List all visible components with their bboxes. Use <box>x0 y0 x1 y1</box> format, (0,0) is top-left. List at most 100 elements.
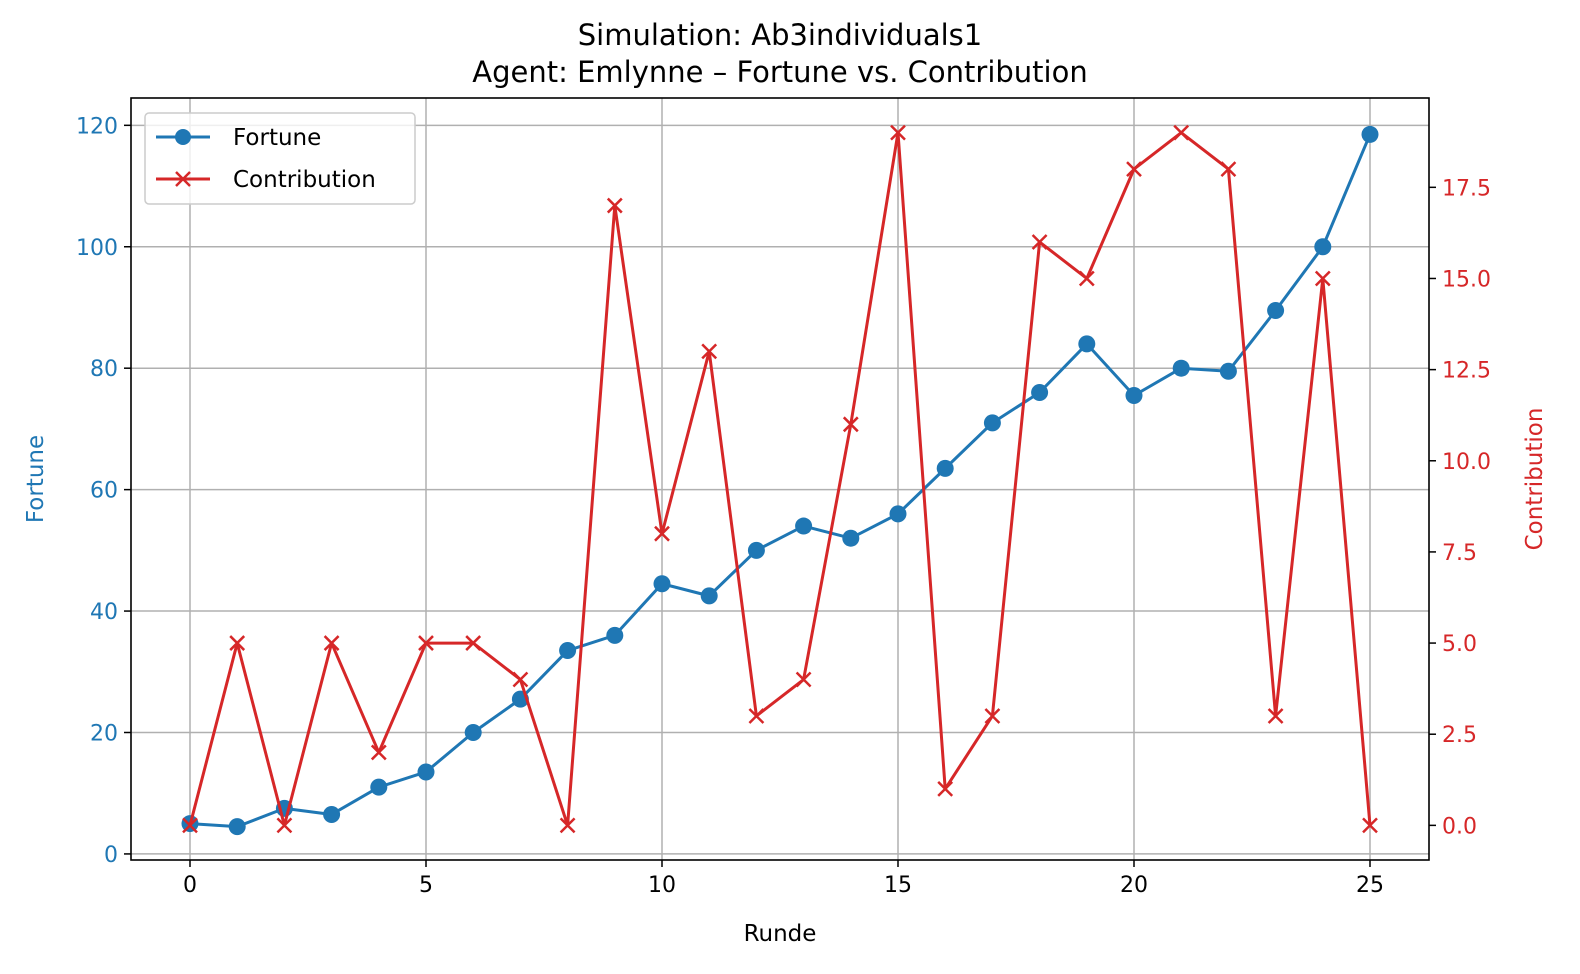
fortune-point <box>370 778 388 796</box>
legend-marker-contribution <box>175 171 191 187</box>
contribution-point <box>606 197 623 214</box>
contribution-point-stroke <box>276 817 293 834</box>
fortune-point <box>1267 302 1285 320</box>
contribution-point-stroke <box>370 744 387 761</box>
contribution-point-stroke <box>890 124 906 141</box>
legend-box <box>144 112 416 205</box>
contribution-point-stroke <box>182 817 198 834</box>
contribution-point <box>795 671 812 688</box>
contribution-point-stroke <box>701 343 718 360</box>
fortune-point <box>747 541 765 559</box>
contribution-point-stroke <box>748 708 765 724</box>
contribution-point <box>323 635 340 651</box>
contribution-point-stroke <box>1126 161 1142 177</box>
legend-marker-fortune <box>175 129 191 145</box>
chart-subtitle: Agent: Emlynne – Fortune vs. Contributio… <box>472 55 1087 89</box>
legend-label-fortune: Fortune <box>233 125 321 151</box>
contribution-point <box>1220 161 1237 177</box>
contribution-point-stroke <box>323 635 340 651</box>
fortune-point <box>559 642 577 660</box>
x-axis-label: Runde <box>744 921 817 947</box>
ticks-layer: 0 5 10 15 20 25 0 20 40 60 80 100 120 0.0 2.5 5.0 7.5 10.… <box>76 114 1491 898</box>
left-y-tick-label: 60 <box>90 479 118 504</box>
contribution-point <box>701 343 718 360</box>
right-y-tick-label: 15.0 <box>1442 267 1491 292</box>
grid <box>131 98 1429 860</box>
contribution-point-stroke <box>418 635 434 651</box>
contribution-point <box>559 817 576 834</box>
contribution-point-stroke <box>842 416 859 433</box>
contribution-point-stroke <box>937 781 954 797</box>
contribution-point <box>654 525 670 542</box>
contribution-point-stroke <box>1031 234 1048 250</box>
fortune-point <box>1361 125 1379 143</box>
contribution-point <box>1078 270 1095 287</box>
fortune-point <box>323 805 341 823</box>
right-y-tick-label: 7.5 <box>1442 541 1477 566</box>
chart-title: Simulation: Ab3individuals1 <box>578 18 982 52</box>
x-tick-label: 20 <box>1120 873 1148 898</box>
contribution-point <box>1126 161 1142 177</box>
fortune-point <box>1314 238 1332 256</box>
contribution-point-stroke <box>465 635 482 651</box>
legend-x-marker <box>175 171 191 187</box>
fortune-point <box>700 587 718 605</box>
contribution-series-line <box>188 131 1372 827</box>
contribution-point <box>1314 270 1331 287</box>
contribution-point <box>370 744 387 761</box>
left-y-tick-label: 20 <box>90 721 118 746</box>
fortune-point <box>1172 359 1190 377</box>
fortune-point <box>1219 362 1237 380</box>
contribution-point-stroke <box>1314 270 1331 287</box>
right-y-axis-label: Contribution <box>1522 408 1548 551</box>
contribution-point-stroke <box>1078 270 1095 287</box>
fortune-point <box>936 459 954 477</box>
contribution-point-stroke <box>984 708 1001 724</box>
contribution-point <box>1362 817 1378 834</box>
left-y-tick-label: 0 <box>104 843 118 868</box>
legend-entry-contribution: Contribution <box>156 167 376 193</box>
left-y-tick-label: 120 <box>76 114 118 139</box>
fortune-point <box>606 626 624 644</box>
left-y-axis-label: Fortune <box>23 435 49 523</box>
left-y-tick-label: 80 <box>90 357 118 382</box>
contribution-point <box>984 708 1001 724</box>
fortune-point <box>228 818 246 836</box>
x-tick-label: 5 <box>419 873 433 898</box>
right-y-tick-label: 12.5 <box>1442 359 1491 384</box>
plot-frame <box>130 97 1430 861</box>
contribution-point <box>890 124 906 141</box>
contribution-point <box>937 781 954 797</box>
contribution-point-stroke <box>559 817 576 834</box>
contribution-point-stroke <box>654 525 670 542</box>
contribution-point <box>229 635 246 651</box>
contribution-point <box>748 708 765 724</box>
contribution-point <box>512 671 529 688</box>
series-layer <box>181 124 1379 836</box>
legend-x-marker-stroke <box>175 171 191 187</box>
contribution-point <box>1173 124 1190 141</box>
legend: Fortune Contribution <box>144 112 416 205</box>
contribution-point-stroke <box>606 197 623 214</box>
contribution-point-stroke <box>1173 124 1190 141</box>
contribution-point <box>1267 708 1284 724</box>
fortune-point <box>983 414 1001 432</box>
fortune-point <box>464 723 482 741</box>
contribution-point-stroke <box>1220 161 1237 177</box>
contribution-point-stroke <box>795 671 812 688</box>
x-tick-label: 10 <box>648 873 676 898</box>
contribution-point <box>418 635 434 651</box>
fortune-point <box>653 575 671 593</box>
right-y-tick-label: 17.5 <box>1442 176 1491 201</box>
x-tick-label: 0 <box>183 873 197 898</box>
contribution-point <box>465 635 482 651</box>
x-tick-label: 25 <box>1356 873 1384 898</box>
legend-entry-fortune: Fortune <box>156 125 321 151</box>
x-tick-label: 15 <box>884 873 912 898</box>
contribution-point-stroke <box>1362 817 1378 834</box>
right-y-tick-label: 2.5 <box>1442 723 1477 748</box>
contribution-point <box>842 416 859 433</box>
left-y-tick-label: 100 <box>76 236 118 261</box>
